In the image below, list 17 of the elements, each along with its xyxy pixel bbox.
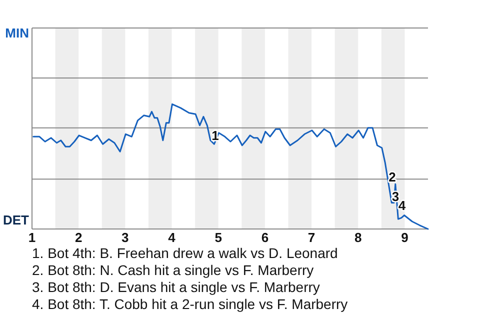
annotation: 4 [398, 198, 406, 213]
text: DET [3, 212, 30, 228]
annotation: 2 [388, 169, 396, 184]
x-tick-label: 4 [168, 230, 176, 245]
text: 1. Bot 4th: B. Freehan drew a walk vs D. Leonard [32, 245, 338, 261]
x-tick-label: 6 [261, 230, 269, 245]
x-tick-label: 1 [28, 230, 36, 245]
x-tick-label: 5 [214, 230, 222, 245]
x-tick-label: 8 [354, 230, 362, 245]
x-tick-label: 3 [122, 230, 129, 245]
text: 4. Bot 8th: T. Cobb hit a 2-run single vs F. Marberry [32, 296, 348, 312]
x-tick-label: 7 [308, 230, 316, 245]
text: 3. Bot 8th: D. Evans hit a single vs F. Marberry [32, 279, 320, 295]
x-tick-label: 2 [74, 230, 82, 245]
text: MIN [5, 25, 29, 40]
x-tick-label: 9 [401, 230, 408, 245]
text: 2. Bot 8th: N. Cash hit a single vs F. Marberry [32, 262, 314, 278]
